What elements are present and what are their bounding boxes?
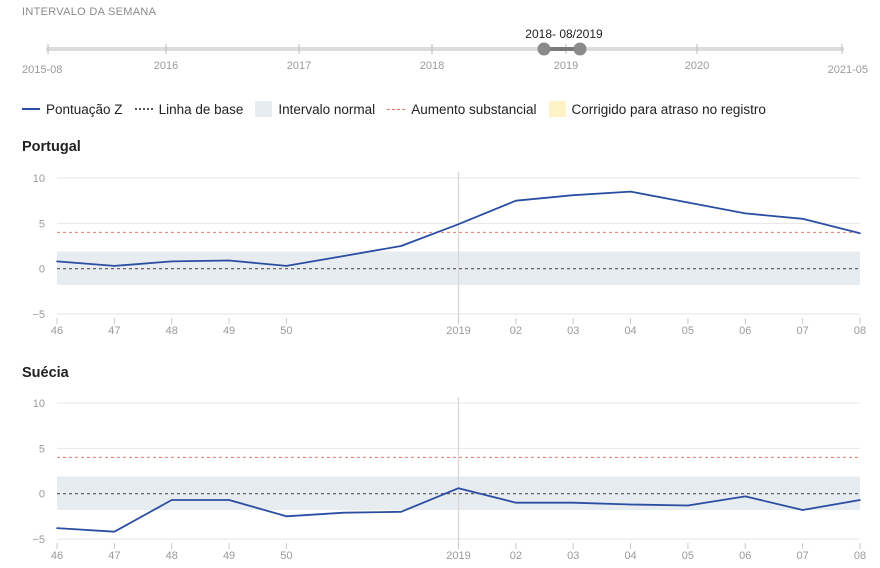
x-tick-label: 04 [624,325,636,337]
x-tick-label: 50 [280,550,292,562]
legend-item-z-score[interactable]: Pontuação Z [22,102,123,117]
z-score-point [400,245,402,247]
timeline-year-label: 2017 [287,60,311,72]
z-score-point [285,515,288,518]
z-score-point [515,501,517,504]
x-tick-label: 47 [108,550,120,562]
normal-range-box-swatch [255,101,273,117]
x-tick-label: 07 [797,325,809,337]
x-tick-label: 46 [51,550,63,562]
x-tick-label: 06 [739,325,751,337]
z-score-point [744,212,747,215]
x-tick-label: 2019 [446,550,470,562]
y-tick-label: 10 [33,173,45,185]
z-score-point [687,504,689,507]
y-tick-label: −5 [32,534,45,546]
x-tick-label: 50 [280,325,292,337]
x-tick-label: 05 [682,550,694,562]
y-tick-label: 5 [39,443,45,455]
z-score-line-swatch [22,108,40,110]
z-score-point [342,255,345,257]
legend-label: Linha de base [158,101,244,117]
delay-corrected-box-swatch [548,101,566,117]
z-score-point [629,503,632,506]
z-score-point [457,223,460,226]
z-score-point [687,201,689,204]
legend-label: Corrigido para atraso no registro [571,101,766,117]
chart-title-portugal: Portugal [22,139,81,155]
z-score-point [228,499,230,501]
y-tick-label: 0 [39,264,45,276]
z-score-point [342,511,345,514]
legend-item-normal-range[interactable]: Intervalo normal [255,101,375,117]
x-tick-label: 04 [624,550,636,562]
x-tick-label: 47 [108,325,120,337]
z-score-point [285,265,288,267]
z-score-point [56,260,58,263]
legend-label: Aumento substancial [411,101,537,117]
z-score-point [801,218,804,220]
x-tick-label: 05 [682,325,694,337]
y-tick-label: 0 [39,489,45,501]
z-score-point [572,194,575,197]
z-score-point [744,495,747,498]
x-tick-label: 46 [51,325,63,337]
chart-title-suecia: Suécia [22,365,69,381]
x-tick-label: 08 [854,550,866,562]
timeline-start-label: 2015-08 [22,64,62,76]
z-score-point [859,232,861,235]
legend-label: Pontuação Z [46,101,123,117]
x-tick-label: 03 [567,550,579,562]
y-tick-label: 5 [39,218,45,230]
legend-item-delay-corrected[interactable]: Corrigido para atraso no registro [548,101,766,117]
range-end-handle[interactable] [573,42,587,56]
x-tick-label: 03 [567,325,579,337]
week-range-header: INTERVALO DA SEMANA [22,6,157,18]
x-tick-label: 08 [854,325,866,337]
timeline-range-label: 2018- 08/2019 [525,27,603,41]
z-score-point [56,527,58,529]
x-tick-label: 02 [510,550,522,562]
y-tick-label: −5 [32,309,45,321]
z-score-point [228,259,230,262]
x-tick-label: 48 [166,550,178,562]
z-score-point [170,499,173,501]
timeline-slider[interactable]: 2016 2017 2018 2019 2020 2015-08 2021-05 2018- … [0,22,880,102]
y-tick-label: 10 [33,398,45,410]
baseline-dotted-swatch [134,108,153,110]
x-tick-label: 06 [739,550,751,562]
x-tick-label: 2019 [446,325,470,337]
z-score-point [859,499,861,501]
timeline-year-label: 2020 [685,60,709,72]
x-tick-label: 02 [510,325,522,337]
legend-item-substantial-increase[interactable]: Aumento substancial [387,101,537,117]
z-score-point [572,501,575,504]
z-score-point [457,487,460,490]
substantial-dashed-swatch [387,108,406,110]
x-tick-label: 49 [223,550,235,562]
z-score-point [400,511,402,513]
x-tick-label: 48 [166,325,178,337]
timeline-year-label: 2016 [154,60,178,72]
range-start-handle[interactable] [537,42,551,56]
z-score-point [170,260,173,263]
z-score-point [113,530,116,533]
z-score-point [113,265,116,267]
legend: Pontuação Z Linha de base Intervalo norm… [22,101,778,117]
timeline-year-label: 2018 [420,60,444,72]
legend-label: Intervalo normal [278,101,376,117]
legend-item-baseline[interactable]: Linha de base [134,101,244,117]
z-score-point [515,199,517,202]
z-score-point [801,509,804,511]
z-score-point [629,190,632,193]
x-tick-label: 49 [223,325,235,337]
timeline-year-label: 2019 [554,60,578,72]
timeline-end-label: 2021-05 [828,64,868,76]
x-tick-label: 07 [797,550,809,562]
